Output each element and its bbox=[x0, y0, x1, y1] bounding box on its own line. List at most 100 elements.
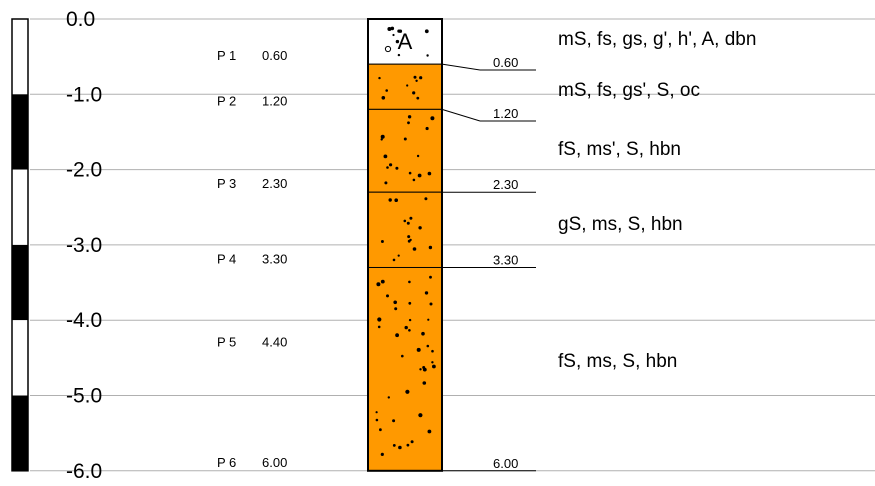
sand-grain-dot bbox=[408, 171, 412, 175]
sample-id: P 2 bbox=[217, 93, 236, 108]
sand-grain-dot bbox=[416, 154, 420, 158]
scale-bar-segment bbox=[12, 19, 28, 95]
sand-grain-dot bbox=[426, 344, 430, 348]
sand-grain-dot bbox=[395, 166, 399, 170]
sample-id: P 6 bbox=[217, 455, 236, 470]
sand-grain-dot bbox=[429, 275, 432, 279]
sand-grain-dot bbox=[387, 27, 392, 31]
sand-grain-dot bbox=[409, 216, 413, 220]
boundary-depth: 0.60 bbox=[493, 55, 518, 70]
boundary-depth: 6.00 bbox=[493, 456, 518, 471]
sand-grain-dot bbox=[403, 219, 407, 223]
sand-grain-dot bbox=[397, 254, 400, 257]
layer-boundary-labels: 0.60 1.20 2.30 3.30 6.00 bbox=[441, 55, 536, 472]
sample-depth: 4.40 bbox=[262, 334, 287, 349]
sand-grain-dot bbox=[412, 91, 416, 95]
sand-grain-dot bbox=[380, 134, 385, 139]
sand-grain-dot bbox=[428, 245, 433, 250]
sand-grain-dot bbox=[392, 444, 396, 447]
sand-grain-dot bbox=[380, 240, 384, 243]
sand-grain-dot bbox=[406, 84, 409, 87]
sand-grain-dot bbox=[392, 419, 396, 423]
sand-grain-dot bbox=[390, 26, 395, 31]
soil-layer-5 bbox=[367, 266, 443, 472]
sand-grain-dot bbox=[425, 126, 429, 131]
sand-grain-dot bbox=[416, 347, 421, 352]
sample-depth: 6.00 bbox=[262, 455, 287, 470]
soil-layer-4 bbox=[367, 191, 443, 268]
depth-label: -5.0 bbox=[66, 385, 102, 408]
sand-grain-dot bbox=[417, 173, 422, 178]
sand-grain-dot bbox=[376, 282, 381, 287]
sand-grain-dot bbox=[375, 411, 378, 414]
sand-grain-dot bbox=[392, 33, 395, 37]
sample-depth: 1.20 bbox=[262, 93, 287, 108]
sand-grain-dot bbox=[404, 325, 408, 330]
scale-bar-segment bbox=[12, 169, 28, 245]
layer-description: fS, ms, S, hbn bbox=[558, 351, 677, 372]
sand-grain-dot bbox=[381, 96, 386, 100]
sample-depth: 0.60 bbox=[262, 48, 287, 63]
scale-bar-segment bbox=[12, 320, 28, 396]
depth-label: 0.0 bbox=[66, 8, 95, 31]
leader-line bbox=[441, 108, 481, 122]
sample-id: P 5 bbox=[217, 334, 236, 349]
sand-grain-dot bbox=[394, 307, 398, 311]
sand-grain-dot bbox=[388, 198, 392, 202]
sand-grain-dot bbox=[377, 317, 382, 322]
sand-grain-dot bbox=[379, 428, 382, 432]
sand-grain-dot bbox=[406, 221, 410, 225]
sand-grain-dot bbox=[429, 302, 433, 306]
layer-descriptions: mS, fs, gs, g', h', A, dbn mS, fs, gs', S… bbox=[558, 29, 756, 372]
sand-grain-dot bbox=[375, 418, 379, 422]
depth-label: -6.0 bbox=[66, 460, 102, 483]
sand-grain-dot bbox=[410, 440, 414, 444]
sand-grain-dot bbox=[408, 329, 411, 332]
sand-grain-dot bbox=[418, 413, 423, 418]
scale-bar-segment bbox=[12, 395, 28, 471]
sand-grain-dot bbox=[386, 166, 389, 169]
layer-description: fS, ms', S, hbn bbox=[558, 139, 681, 160]
sand-grain-dot bbox=[407, 115, 412, 119]
sand-grain-dot bbox=[413, 75, 417, 79]
layer-description: mS, fs, gs, g', h', A, dbn bbox=[558, 29, 756, 50]
sand-grain-dot bbox=[426, 54, 429, 57]
borehole-column: A bbox=[367, 18, 443, 472]
sand-grain-dot bbox=[427, 429, 432, 434]
sand-grain-dot bbox=[386, 294, 389, 298]
sand-grain-dot bbox=[405, 389, 410, 394]
layer-description: mS, fs, gs', S, oc bbox=[558, 80, 700, 101]
sample-id: P 3 bbox=[217, 176, 236, 191]
sample-labels: P 1 0.60 P 2 1.20 P 3 2.30 P 4 3.30 P 5 4.40 P 6 6.… bbox=[217, 48, 287, 470]
sand-grain-dot bbox=[412, 247, 417, 251]
depth-axis-labels: 0.0 -1.0 -2.0 -3.0 -4.0 -5.0 -6.0 bbox=[66, 8, 102, 483]
sand-grain-dot bbox=[407, 239, 411, 243]
sand-grain-dot bbox=[389, 163, 393, 167]
sand-grain-dot bbox=[385, 89, 389, 92]
sand-grain-dot bbox=[419, 368, 422, 371]
depth-label: -2.0 bbox=[66, 159, 102, 182]
column-outline bbox=[367, 18, 443, 472]
sand-grain-dot bbox=[392, 258, 396, 262]
sand-grain-dot bbox=[398, 29, 403, 33]
sand-grain-dot bbox=[422, 367, 427, 372]
sand-grain-dot bbox=[408, 280, 411, 284]
sand-grain-dot bbox=[430, 116, 435, 121]
sand-grain-dot bbox=[431, 361, 434, 364]
sand-grain-dot bbox=[432, 364, 436, 369]
sand-grain-dot bbox=[422, 381, 427, 385]
sand-grain-dot bbox=[412, 178, 416, 182]
sand-grain-dot bbox=[407, 235, 411, 239]
sand-grain-dot bbox=[387, 396, 390, 399]
scale-bar-outline bbox=[11, 18, 29, 472]
sample-id: P 1 bbox=[217, 48, 236, 63]
sand-grain-dot bbox=[406, 443, 410, 447]
sand-grain-dot bbox=[377, 325, 381, 329]
sand-grain-dot bbox=[424, 197, 428, 201]
sample-id: P 4 bbox=[217, 251, 236, 266]
sand-grain-dot bbox=[398, 445, 402, 450]
sand-grain-dot bbox=[408, 301, 412, 305]
scale-bar-segment bbox=[12, 244, 28, 321]
sand-grain-dot bbox=[431, 349, 434, 353]
